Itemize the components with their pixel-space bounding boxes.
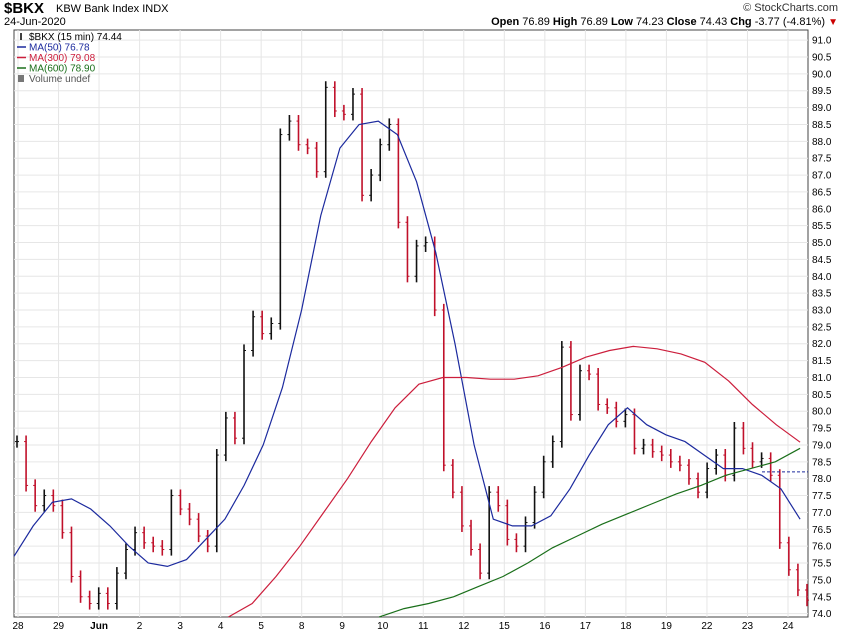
y-tick-label: 78.5 — [812, 457, 832, 468]
y-tick-label: 86.0 — [812, 204, 832, 215]
grid-lines — [14, 30, 808, 617]
price-series — [15, 81, 809, 610]
y-tick-label: 82.5 — [812, 322, 832, 333]
chart-date: 24-Jun-2020 — [4, 16, 66, 28]
y-tick-label: 77.5 — [812, 491, 832, 502]
y-tick-label: 82.0 — [812, 339, 832, 350]
y-tick-label: 76.5 — [812, 525, 832, 536]
ma300-line — [228, 345, 801, 618]
y-tick-label: 74.0 — [812, 609, 832, 620]
low-value: 74.23 — [636, 16, 664, 28]
x-axis: 28 29 Jun 2 3 4 5 8 9 10 11 12 15 16 17 18 19 22 23 24 — [12, 621, 794, 632]
ma600-line — [379, 447, 801, 618]
y-tick-label: 74.5 — [812, 592, 832, 603]
y-tick-label: 78.0 — [812, 474, 832, 485]
x-tick-label: 5 — [258, 621, 264, 632]
y-tick-label: 86.5 — [812, 187, 832, 198]
y-axis: 74.0 74.5 75.0 75.5 76.0 76.5 77.0 77.5 78.0 78.5… — [812, 36, 832, 621]
close-value: 74.43 — [699, 16, 728, 28]
y-tick-label: 88.0 — [812, 137, 832, 148]
y-tick-label: 76.0 — [812, 542, 832, 553]
ohlc-summary: Open 76.89 High 76.89 Low 74.23 Close 74… — [491, 16, 838, 28]
y-tick-label: 91.0 — [812, 36, 832, 47]
x-tick-label: 12 — [458, 621, 470, 632]
series-layer — [13, 81, 809, 618]
y-tick-label: 89.5 — [812, 86, 832, 97]
legend-volume: Volume undef — [29, 74, 90, 85]
y-tick-label: 75.0 — [812, 575, 832, 586]
y-tick-label: 83.5 — [812, 289, 832, 300]
legend-price: $BKX (15 min) 74.44 — [29, 32, 122, 43]
ma50-line — [13, 120, 801, 568]
x-tick-label: 22 — [701, 621, 713, 632]
y-tick-label: 89.0 — [812, 103, 832, 114]
y-tick-label: 77.0 — [812, 508, 832, 519]
high-label: High — [552, 16, 578, 28]
index-name: KBW Bank Index — [56, 3, 140, 15]
chg-label: Chg — [730, 16, 752, 28]
y-tick-label: 90.0 — [812, 69, 832, 80]
legend-ma300: MA(300) 79.08 — [29, 53, 96, 64]
x-tick-label: 19 — [661, 621, 673, 632]
y-tick-label: 87.0 — [812, 171, 832, 182]
chart-description: KBW Bank Index INDX — [56, 3, 169, 15]
high-value: 76.89 — [580, 16, 608, 28]
y-tick-label: 84.0 — [812, 272, 832, 283]
y-tick-label: 85.0 — [812, 238, 832, 249]
y-tick-label: 84.5 — [812, 255, 832, 266]
x-tick-label: 2 — [137, 621, 143, 632]
y-tick-label: 83.0 — [812, 306, 832, 317]
x-tick-label: Jun — [90, 621, 108, 632]
y-tick-label: 80.0 — [812, 407, 832, 418]
legend-ma600: MA(600) 78.90 — [29, 64, 96, 75]
x-tick-label: 10 — [377, 621, 389, 632]
close-label: Close — [666, 16, 697, 28]
y-tick-label: 81.5 — [812, 356, 832, 367]
x-tick-label: 8 — [299, 621, 305, 632]
y-tick-label: 79.5 — [812, 424, 832, 435]
y-tick-label: 90.5 — [812, 52, 832, 63]
x-tick-label: 28 — [12, 621, 24, 632]
x-tick-label: 17 — [580, 621, 592, 632]
down-arrow-icon: ▼ — [828, 17, 838, 28]
y-tick-label: 80.5 — [812, 390, 832, 401]
x-tick-label: 24 — [782, 621, 794, 632]
x-tick-label: 11 — [418, 621, 429, 632]
y-tick-label: 87.5 — [812, 154, 832, 165]
x-tick-label: 4 — [218, 621, 224, 632]
y-tick-label: 79.0 — [812, 440, 832, 451]
open-value: 76.89 — [522, 16, 550, 28]
exchange-label: INDX — [142, 3, 169, 15]
y-tick-label: 85.5 — [812, 221, 832, 232]
x-tick-label: 16 — [539, 621, 551, 632]
legend-ma50: MA(50) 76.78 — [29, 43, 90, 54]
chart-symbol: $BKX — [4, 0, 45, 17]
x-tick-label: 15 — [499, 621, 511, 632]
stockcharts-credit[interactable]: © StockCharts.com — [743, 2, 838, 14]
x-tick-label: 3 — [177, 621, 183, 632]
y-tick-label: 88.5 — [812, 120, 832, 131]
x-tick-label: 18 — [620, 621, 632, 632]
low-label: Low — [610, 16, 633, 28]
x-tick-label: 9 — [339, 621, 345, 632]
chg-value: -3.77 (-4.81%) — [754, 16, 826, 28]
y-tick-label: 81.0 — [812, 373, 832, 384]
y-tick-label: 75.5 — [812, 559, 832, 570]
x-tick-label: 23 — [742, 621, 754, 632]
x-tick-label: 29 — [53, 621, 65, 632]
volume-icon — [18, 75, 24, 82]
open-label: Open — [491, 16, 520, 28]
plot-area — [13, 29, 809, 618]
